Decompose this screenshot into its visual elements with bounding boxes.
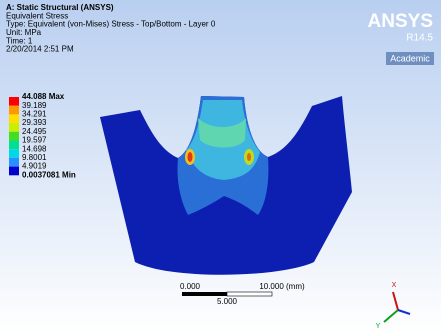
legend-label: 19.597	[22, 136, 47, 145]
logo-edition: Academic	[390, 53, 430, 63]
legend-label: 4.9019	[22, 162, 47, 171]
scale-mid: 5.000	[217, 297, 238, 306]
legend-label: 24.495	[22, 127, 47, 136]
scale-end: 10.000 (mm)	[259, 282, 305, 291]
triad-y: Y	[376, 323, 381, 330]
legend-label: 39.189	[22, 101, 47, 110]
legend-label: 0.0037081 Min	[22, 170, 76, 179]
scale-bar	[182, 292, 227, 296]
logo-brand: ANSYS	[368, 11, 433, 32]
legend-label: 29.393	[22, 118, 47, 127]
legend-swatch	[9, 167, 19, 176]
logo-version: R14.5	[406, 33, 433, 44]
legend-label: 34.291	[22, 110, 47, 119]
scale-start: 0.000	[180, 282, 201, 291]
stress-hotspot	[247, 153, 251, 161]
legend-label: 14.698	[22, 144, 47, 153]
legend-swatch	[9, 97, 19, 106]
legend-swatch	[9, 141, 19, 150]
page: ANSYS R14.5 Academic 0.000 10.000 (mm) 5…	[0, 0, 441, 336]
legend-swatch	[9, 123, 19, 132]
legend-swatch	[9, 132, 19, 141]
triad-x: X	[392, 282, 397, 289]
header-line: 2/20/2014 2:51 PM	[6, 45, 74, 54]
legend-swatch	[9, 114, 19, 123]
stress-hotspot	[188, 152, 193, 162]
viewport: ANSYS R14.5 Academic 0.000 10.000 (mm) 5…	[0, 0, 441, 336]
legend-swatch	[9, 106, 19, 115]
legend-label: 44.088 Max	[22, 92, 65, 101]
legend-swatch	[9, 158, 19, 167]
scale-bar	[227, 292, 272, 296]
legend-label: 9.8001	[22, 153, 47, 162]
legend-swatch	[9, 149, 19, 158]
